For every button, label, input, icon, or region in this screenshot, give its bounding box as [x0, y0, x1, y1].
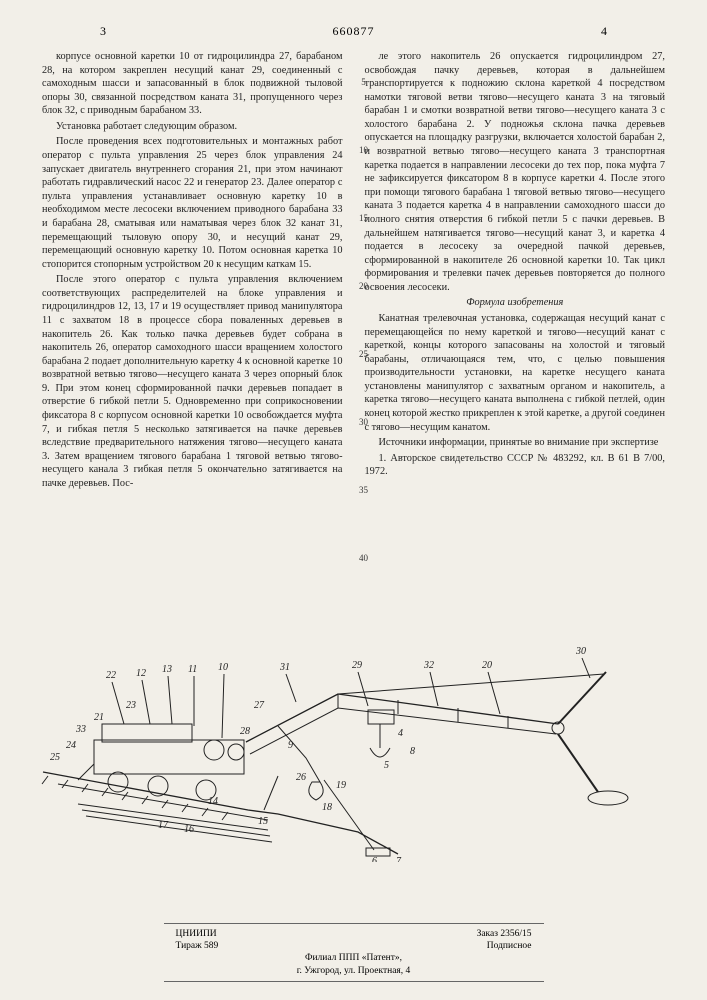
patent-number: 660877	[333, 24, 375, 39]
fig-callout: 32	[423, 660, 434, 671]
fig-callout: 14	[208, 796, 218, 807]
fig-callout: 26	[296, 772, 306, 783]
fig-callout: 29	[352, 660, 362, 671]
page-number-left: 3	[100, 24, 106, 39]
page-number-right: 4	[601, 24, 607, 39]
fig-callout: 30	[575, 646, 586, 657]
fig-callout: 12	[136, 668, 146, 679]
fig-callout: 22	[106, 670, 116, 681]
footer-tirage: Тираж 589	[176, 940, 219, 952]
fig-callout: 33	[75, 724, 86, 735]
fig-callout: 6	[372, 856, 377, 862]
fig-callout: 7	[396, 856, 402, 862]
paragraph: После проведения всех подготовительных и…	[42, 135, 343, 271]
footer-address: г. Ужгород, ул. Проектная, 4	[164, 965, 544, 977]
line-number: 40	[354, 554, 374, 563]
footer-org: ЦНИИПИ	[176, 928, 217, 940]
paragraph: корпусе основной каретки 10 от гидроцили…	[42, 50, 343, 118]
line-number: 5	[354, 78, 374, 87]
paragraph: Канатная трелевочная установка, содержащ…	[365, 312, 666, 434]
line-number: 35	[354, 486, 374, 495]
fig-callout: 10	[218, 662, 228, 673]
paragraph: 1. Авторское свидетельство СССР № 483292…	[365, 452, 666, 479]
fig-callout: 23	[126, 700, 136, 711]
fig-callout: 9	[288, 740, 293, 751]
paragraph: Источники информации, принятые во вниман…	[365, 436, 666, 450]
footer-sub: Подписное	[487, 940, 532, 952]
fig-callout: 15	[258, 816, 268, 827]
line-number: 30	[354, 418, 374, 427]
technical-figure: 22 12 13 11 10 31 29 32 20 30 15 33 25 9…	[38, 632, 668, 862]
fig-callout: 28	[240, 726, 250, 737]
fig-callout: 31	[279, 662, 290, 673]
fig-callout: 11	[188, 664, 197, 675]
page: 3 660877 4 5 10 15 20 25 30 35 40 корпус…	[0, 0, 707, 1000]
fig-callout: 17	[158, 820, 169, 831]
fig-callout: 27	[254, 700, 265, 711]
fig-callout: 19	[336, 780, 346, 791]
fig-callout: 16	[184, 824, 194, 835]
imprint-footer: ЦНИИПИ Заказ 2356/15 Тираж 589 Подписное…	[164, 923, 544, 982]
footer-order: Заказ 2356/15	[477, 928, 532, 940]
fig-callout: 18	[322, 802, 332, 813]
fig-callout: 13	[162, 664, 172, 675]
fig-callout: 4	[398, 728, 403, 739]
line-number: 25	[354, 350, 374, 359]
fig-callout: 20	[482, 660, 492, 671]
right-column: ле этого накопитель 26 опускается гидроц…	[365, 50, 666, 493]
formula-title: Формула изобретения	[365, 296, 666, 310]
fig-callout: 8	[410, 746, 415, 757]
line-number: 15	[354, 214, 374, 223]
paragraph: Установка работает следующим образом.	[42, 120, 343, 134]
footer-branch: Филиал ППП «Патент»,	[164, 952, 544, 964]
fig-callout: 25	[50, 752, 60, 763]
fig-callout: 24	[66, 740, 76, 751]
fig-callout: 21	[94, 712, 104, 723]
paragraph: После этого оператор с пульта управления…	[42, 273, 343, 490]
paragraph: ле этого накопитель 26 опускается гидроц…	[365, 50, 666, 294]
line-number: 10	[354, 146, 374, 155]
line-number: 20	[354, 282, 374, 291]
fig-callout: 5	[384, 760, 389, 771]
left-column: корпусе основной каретки 10 от гидроцили…	[42, 50, 343, 493]
